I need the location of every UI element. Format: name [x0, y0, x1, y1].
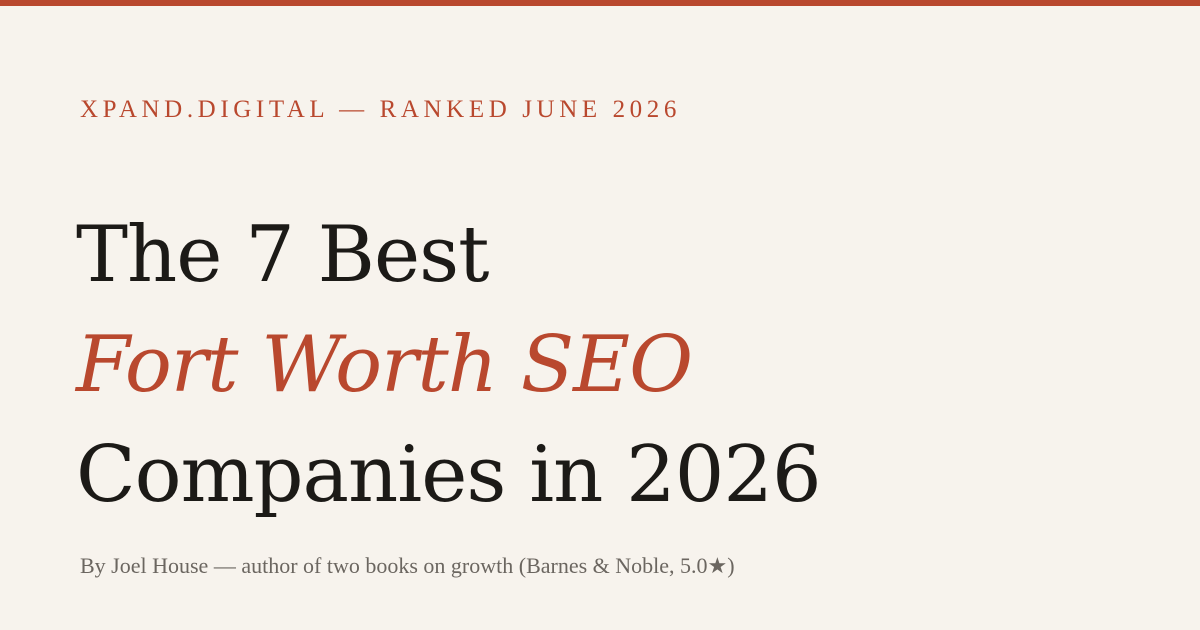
author-byline: By Joel House — author of two books on g…: [80, 553, 735, 578]
kicker-text: XPAND.DIGITAL — RANKED JUNE 2026: [80, 96, 681, 123]
top-accent-bar: [0, 0, 1200, 6]
title-line-3: Companies in 2026: [76, 430, 822, 520]
title-line-1: The 7 Best: [76, 210, 489, 300]
page-title: The 7 Best Fort Worth SEO Companies in 2…: [76, 200, 822, 530]
title-line-2-accent: Fort Worth SEO: [76, 320, 693, 410]
